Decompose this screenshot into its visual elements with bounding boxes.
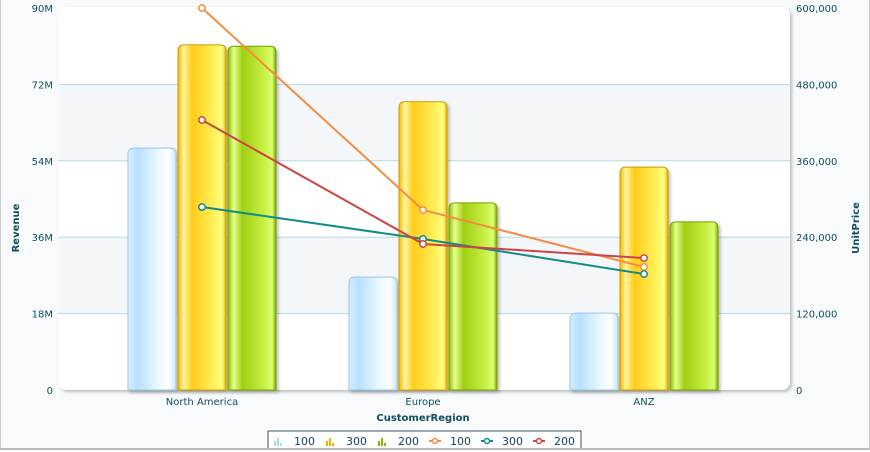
legend: 100 300 200 100 300 200 xyxy=(267,430,582,452)
line-point[interactable] xyxy=(419,206,427,214)
line-point[interactable] xyxy=(640,254,648,262)
bar-legend-icon xyxy=(381,438,383,446)
line-point[interactable] xyxy=(198,4,206,12)
legend-item-bar-300[interactable]: 300 xyxy=(326,435,367,448)
bar-legend-icon xyxy=(384,443,386,446)
y-right-tick-label: 600,000 xyxy=(796,4,837,15)
x-tick-label: North America xyxy=(166,397,238,408)
y-left-tick-label: 0 xyxy=(47,386,53,397)
bar-legend-icon xyxy=(329,438,331,446)
y-right-tick-label: 360,000 xyxy=(796,157,837,168)
y-left-tick-label: 36M xyxy=(32,233,53,244)
legend-item-line-100[interactable]: 100 xyxy=(429,435,471,448)
x-tick-label: ANZ xyxy=(633,397,654,408)
legend-item-bar-100[interactable]: 100 xyxy=(274,435,315,448)
legend-label: 100 xyxy=(294,435,315,448)
bar-300-north-america[interactable] xyxy=(177,44,227,391)
y-left-tick-label: 18M xyxy=(32,310,53,321)
y-right-tick-label: 120,000 xyxy=(796,310,837,321)
line-point[interactable] xyxy=(198,116,206,124)
bar-100-europe[interactable] xyxy=(348,276,398,391)
legend-label: 200 xyxy=(554,435,575,448)
legend-item-line-300[interactable]: 300 xyxy=(481,435,523,448)
y-left-tick-label: 72M xyxy=(32,80,53,91)
line-legend-marker-icon xyxy=(431,437,439,445)
bar-legend-icon xyxy=(378,441,380,446)
line-point[interactable] xyxy=(640,270,648,278)
line-series xyxy=(198,4,648,278)
legend-item-line-200[interactable]: 200 xyxy=(533,435,575,448)
bar-200-anz[interactable] xyxy=(669,221,719,391)
bar-legend-icon xyxy=(280,443,282,446)
bar-legend-icon xyxy=(274,441,276,446)
y-left-tick-label: 90M xyxy=(32,4,53,15)
x-axis-ticks: North America Europe ANZ xyxy=(166,397,655,408)
y-right-tick-label: 240,000 xyxy=(796,233,837,244)
bar-legend-icon xyxy=(332,443,334,446)
y-axis-right-title: UnitPrice xyxy=(851,202,862,254)
line-point[interactable] xyxy=(640,263,648,271)
line-point[interactable] xyxy=(198,203,206,211)
x-tick-label: Europe xyxy=(405,397,440,408)
line-legend-marker-icon xyxy=(483,437,491,445)
bar-100-anz[interactable] xyxy=(569,312,619,391)
bar-200-north-america[interactable] xyxy=(227,45,277,391)
bar-legend-icon xyxy=(277,438,279,446)
legend-label: 200 xyxy=(398,435,419,448)
bar-100-north-america[interactable] xyxy=(127,147,177,391)
y-axis-left-title: Revenue xyxy=(11,203,22,252)
x-axis-title: CustomerRegion xyxy=(376,413,469,424)
line-point[interactable] xyxy=(419,240,427,248)
y-axis-left-ticks: 0 18M 36M 54M 72M 90M xyxy=(32,4,53,397)
line-legend-marker-icon xyxy=(535,437,543,445)
legend-label: 300 xyxy=(502,435,523,448)
bar-legend-icon xyxy=(326,441,328,446)
legend-label: 100 xyxy=(450,435,471,448)
bar-series xyxy=(127,44,719,391)
legend-item-bar-200[interactable]: 200 xyxy=(378,435,419,448)
legend-label: 300 xyxy=(346,435,367,448)
bar-200-europe[interactable] xyxy=(448,202,498,391)
y-right-tick-label: 480,000 xyxy=(796,80,837,91)
y-axis-right-ticks: 0 120,000 240,000 360,000 480,000 600,000 xyxy=(796,4,837,397)
y-right-tick-label: 0 xyxy=(796,386,802,397)
y-left-tick-label: 54M xyxy=(32,157,53,168)
bar-300-anz[interactable] xyxy=(619,166,669,391)
